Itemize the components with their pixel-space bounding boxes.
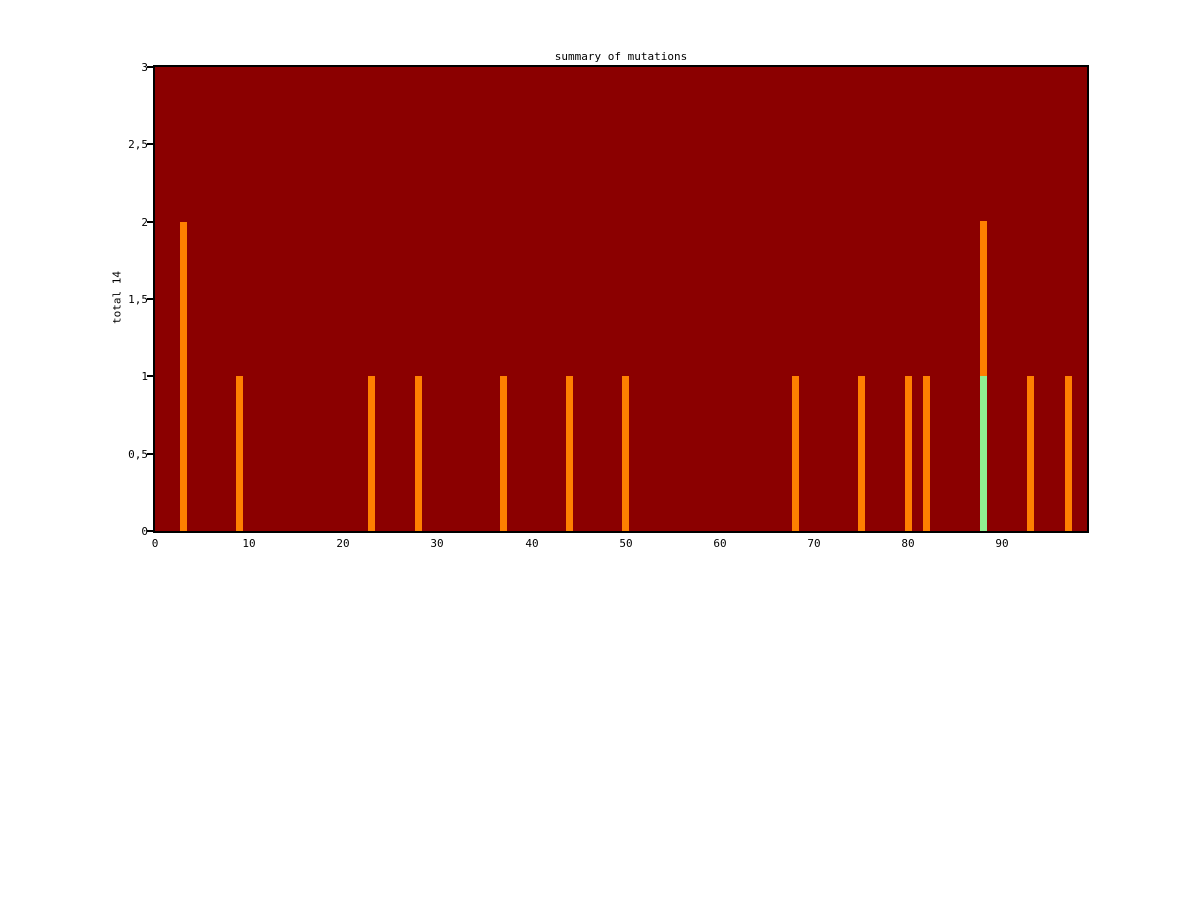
mutation-bar: [500, 376, 507, 531]
x-tick-label: 60: [713, 537, 727, 550]
mutation-bar: [858, 376, 865, 531]
y-tick-label: 0,5: [128, 448, 148, 461]
x-tick-label: 20: [336, 537, 350, 550]
x-tick-label: 10: [242, 537, 256, 550]
y-tick-mark: [147, 143, 153, 145]
mutation-bar: [180, 222, 187, 531]
mutation-bar: [1027, 376, 1034, 531]
y-tick-mark: [147, 221, 153, 223]
y-tick-label: 3: [141, 61, 148, 74]
x-tick-label: 90: [995, 537, 1009, 550]
mutation-bar: [923, 376, 930, 531]
y-tick-mark: [147, 298, 153, 300]
y-tick-label: 0: [141, 525, 148, 538]
mutation-bar: [980, 221, 987, 376]
x-tick-label: 50: [619, 537, 633, 550]
mutation-bar: [566, 376, 573, 531]
x-tick-label: 0: [151, 537, 159, 550]
y-tick-mark: [147, 530, 153, 532]
x-tick-label: 80: [901, 537, 915, 550]
mutation-bar: [415, 376, 422, 531]
y-tick-mark: [147, 453, 153, 455]
mutation-bar: [905, 376, 912, 531]
x-tick-label: 40: [525, 537, 539, 550]
y-tick-label: 2,5: [128, 138, 148, 151]
x-tick-label: 70: [807, 537, 821, 550]
x-tick-label: 30: [430, 537, 444, 550]
mutation-bar: [792, 376, 799, 531]
y-tick-label: 1,5: [128, 293, 148, 306]
mutation-bar: [622, 376, 629, 531]
y-tick-mark: [147, 66, 153, 68]
y-tick-label: 1: [141, 370, 148, 383]
y-tick-label: 2: [141, 216, 148, 229]
y-tick-mark: [147, 375, 153, 377]
mutation-bar: [236, 376, 243, 531]
mutation-bar: [1065, 376, 1072, 531]
mutation-bar: [368, 376, 375, 531]
mutation-bar-highlight: [980, 376, 987, 531]
chart-title: summary of mutations: [554, 50, 688, 63]
plot-area: [153, 65, 1089, 533]
